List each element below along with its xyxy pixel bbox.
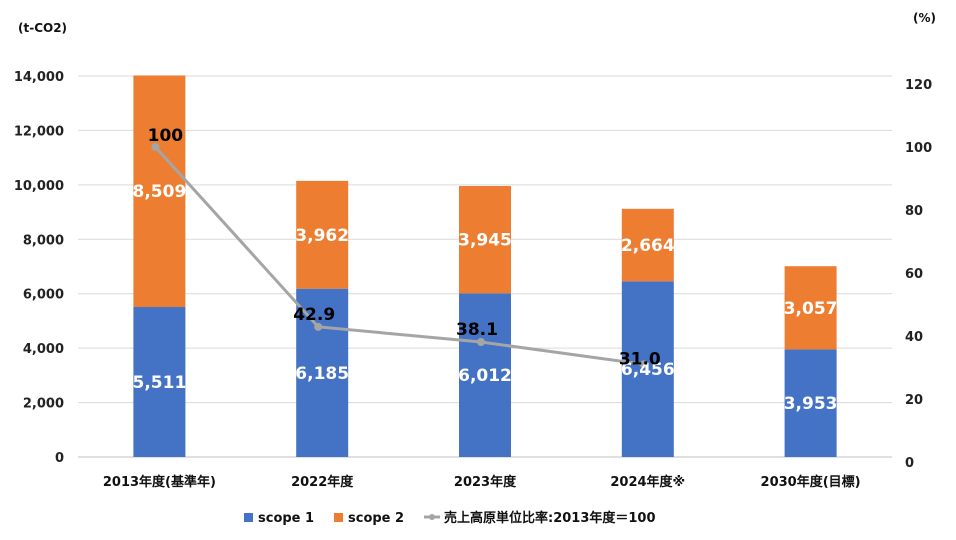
bar-scope1 bbox=[133, 307, 186, 457]
bar-scope1 bbox=[784, 349, 837, 457]
left-tick-label: 6,000 bbox=[23, 288, 64, 303]
right-tick-label: 100 bbox=[905, 141, 932, 156]
bar-scope1 bbox=[621, 281, 674, 457]
right-tick-label: 40 bbox=[905, 330, 923, 345]
bar-label-scope2: 3,945 bbox=[458, 231, 512, 251]
category-label: 2030年度(目標) bbox=[761, 474, 861, 490]
bar-label-scope1: 6,185 bbox=[295, 364, 349, 384]
legend-label-ratio: 売上高原単位比率:2013年度＝100 bbox=[444, 510, 656, 526]
legend: scope 1 scope 2 売上高原単位比率:2013年度＝100 bbox=[244, 510, 656, 526]
category-label: 2013年度(基準年) bbox=[103, 474, 216, 490]
bar-label-scope2: 8,509 bbox=[133, 182, 187, 202]
ratio-point bbox=[639, 360, 648, 369]
bars bbox=[133, 75, 837, 457]
bar-scope2 bbox=[296, 180, 349, 289]
bar-scope2 bbox=[784, 266, 837, 350]
bar-scope1 bbox=[296, 288, 349, 457]
ratio-point bbox=[314, 322, 323, 331]
category-label: 2023年度 bbox=[454, 474, 517, 490]
ratio-data-labels: 100 42.9 38.1 31.0 bbox=[148, 126, 661, 369]
right-tick-label: 120 bbox=[905, 78, 932, 93]
right-tick-label: 60 bbox=[905, 267, 923, 282]
ratio-line bbox=[154, 145, 645, 366]
legend-swatch-scope2 bbox=[334, 513, 343, 522]
bar-label-scope2: 2,664 bbox=[621, 236, 675, 256]
left-tick-label: 8,000 bbox=[23, 233, 64, 248]
legend-label-scope2: scope 2 bbox=[348, 511, 404, 526]
x-axis: 2013年度(基準年) 2022年度 2023年度 2024年度※ 2030年度(目標) bbox=[103, 474, 861, 490]
left-tick-label: 2,000 bbox=[23, 397, 64, 412]
right-tick-label: 80 bbox=[905, 204, 923, 219]
ratio-point bbox=[477, 337, 485, 346]
legend-swatch-scope1 bbox=[244, 513, 253, 522]
left-tick-label: 10,000 bbox=[14, 179, 64, 194]
left-tick-label: 12,000 bbox=[14, 124, 64, 139]
right-axis-unit: (%) bbox=[913, 11, 936, 25]
bar-data-labels: 5,511 8,509 6,185 3,962 6,012 3,945 6,456 2,664… bbox=[133, 182, 838, 414]
legend-marker-ratio bbox=[429, 514, 435, 520]
right-tick-label: 20 bbox=[905, 393, 923, 408]
bar-label-scope1: 6,456 bbox=[621, 360, 675, 380]
bar-label-scope1: 5,511 bbox=[133, 373, 187, 393]
ratio-label: 100 bbox=[148, 126, 184, 146]
left-tick-label: 4,000 bbox=[23, 342, 64, 357]
bar-scope2 bbox=[133, 75, 186, 308]
bar-scope2 bbox=[459, 186, 511, 294]
right-tick-label: 0 bbox=[905, 456, 914, 471]
bar-label-scope1: 6,012 bbox=[458, 366, 512, 386]
left-axis-unit: (t-CO2) bbox=[18, 21, 67, 35]
category-label: 2024年度※ bbox=[610, 474, 685, 490]
bar-label-scope1: 3,953 bbox=[784, 394, 838, 414]
bar-label-scope2: 3,962 bbox=[295, 226, 349, 246]
ratio-label: 42.9 bbox=[293, 305, 335, 325]
bar-label-scope2: 3,057 bbox=[784, 299, 838, 319]
ratio-line-series bbox=[151, 143, 648, 369]
left-y-axis: (t-CO2) 0 2,000 4,000 6,000 8,000 10,000 12,00… bbox=[14, 21, 67, 466]
left-tick-label: 14,000 bbox=[14, 70, 64, 85]
ratio-point bbox=[151, 143, 160, 151]
category-label: 2022年度 bbox=[291, 474, 354, 490]
ratio-label: 38.1 bbox=[456, 320, 498, 340]
bar-scope2 bbox=[621, 208, 674, 282]
left-tick-label: 0 bbox=[55, 451, 64, 466]
ratio-label: 31.0 bbox=[619, 349, 661, 369]
bar-scope1 bbox=[459, 293, 511, 457]
right-y-axis: (%) 0 20 40 60 80 100 120 bbox=[905, 11, 936, 471]
legend-label-scope1: scope 1 bbox=[258, 511, 314, 526]
